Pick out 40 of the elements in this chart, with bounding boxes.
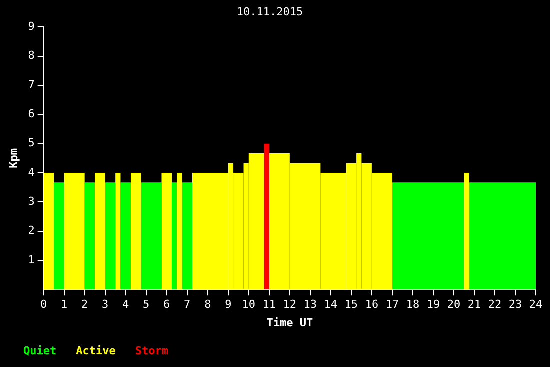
y-tick-label: 7: [28, 78, 35, 92]
y-tick-label: 6: [28, 108, 35, 121]
x-tick-label: 23: [508, 298, 522, 312]
text: Quiet: [24, 344, 57, 358]
x-tick-label: 7: [184, 298, 191, 312]
y-tick-label: 5: [28, 136, 35, 150]
y-tick-label: 3: [28, 194, 35, 208]
x-tick-label: 20: [447, 298, 461, 312]
y-tick-label: 9: [28, 20, 35, 34]
x-tick-label: 22: [488, 298, 502, 312]
x-tick-label: 2: [82, 298, 88, 312]
x-tick-label: 14: [324, 298, 338, 312]
y-tick-label: 4: [28, 166, 36, 179]
chart-title: 10.11.2015: [236, 5, 304, 18]
y-tick-label: 8: [28, 49, 35, 62]
x-tick-label: 11: [262, 298, 276, 312]
x-tick-label: 3: [102, 298, 109, 312]
x-tick-label: 15: [344, 298, 358, 312]
text: Active: [76, 344, 116, 358]
x-tick-label: 19: [426, 298, 440, 312]
y-tick-label: 1: [28, 253, 35, 266]
x-tick-label: 6: [164, 298, 170, 312]
x-tick-label: 10: [242, 298, 256, 312]
x-tick-label: 1: [61, 298, 68, 312]
x-tick-label: 16: [365, 298, 379, 312]
text: Storm: [135, 344, 169, 358]
x-tick-label: 4: [122, 298, 130, 312]
x-tick-label: 12: [283, 298, 297, 312]
x-axis-title: Time UT: [266, 316, 314, 330]
x-tick-label: 8: [204, 298, 212, 312]
x-tick-label: 9: [225, 298, 232, 312]
x-tick-label: 18: [406, 298, 420, 312]
x-tick-label: 24: [529, 298, 543, 312]
x-tick-label: 17: [386, 298, 400, 312]
x-tick-label: 13: [304, 298, 318, 312]
y-tick-label: 2: [28, 224, 35, 238]
x-tick-label: 5: [143, 298, 150, 312]
x-tick-label: 21: [468, 298, 482, 312]
x-tick-label: 0: [40, 298, 48, 312]
y-axis-title: Kpm: [7, 148, 20, 168]
